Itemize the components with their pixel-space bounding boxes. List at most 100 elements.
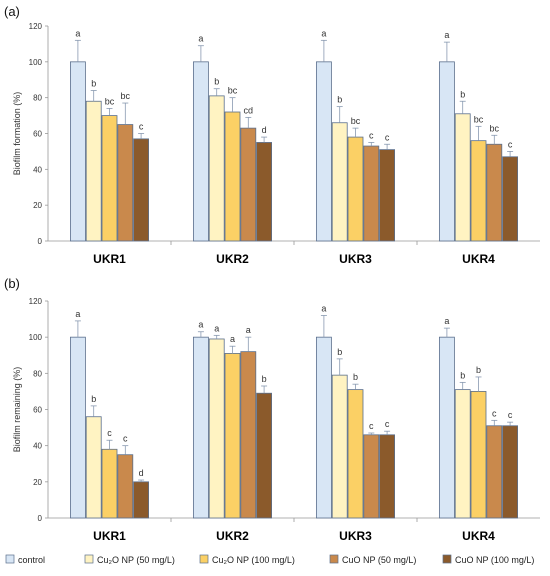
- significance-letter: c: [508, 139, 513, 149]
- bar: [117, 454, 134, 519]
- significance-letter: bc: [105, 96, 115, 106]
- bar: [454, 389, 471, 519]
- legend-label: CuO NP (50 mg/L): [342, 555, 416, 565]
- legend-swatch: [84, 554, 94, 564]
- y-tick-label: 80: [33, 94, 42, 103]
- legend-label: Cu₂O NP (50 mg/L): [97, 555, 175, 565]
- y-axis-label: Biofilm formation (%): [12, 92, 22, 176]
- significance-letter: a: [75, 309, 80, 319]
- bar: [438, 336, 455, 519]
- bar: [224, 111, 241, 242]
- legend-swatch: [5, 554, 15, 564]
- bar: [331, 122, 348, 242]
- legend: control Cu₂O NP (50 mg/L) Cu₂O NP (100 mg/…: [5, 554, 534, 565]
- bar: [240, 351, 257, 519]
- significance-letter: b: [91, 79, 96, 89]
- bar: [85, 100, 102, 242]
- bar: [315, 61, 332, 242]
- significance-letter: d: [262, 125, 267, 135]
- y-tick-label: 100: [29, 333, 43, 342]
- significance-letter: a: [198, 320, 203, 330]
- bar: [363, 434, 380, 519]
- bar: [454, 113, 471, 242]
- significance-letter: b: [476, 365, 481, 375]
- x-tick-label: UKR4: [462, 252, 495, 266]
- x-tick-label: UKR3: [339, 252, 372, 266]
- panel-a: (a) Biofilm formation (%) 0 20 40 60 80 100 120 a…: [4, 4, 540, 266]
- significance-letter: a: [198, 34, 203, 44]
- significance-letter: a: [246, 325, 251, 335]
- significance-letter: c: [385, 419, 390, 429]
- significance-letter: bc: [121, 91, 131, 101]
- bar: [208, 338, 225, 519]
- bar: [470, 140, 487, 242]
- panel-label: (a): [4, 4, 20, 19]
- bar: [347, 136, 364, 242]
- y-tick-label: 0: [38, 514, 43, 523]
- significance-letter: b: [214, 77, 219, 87]
- x-tick-label: UKR2: [216, 529, 249, 543]
- bar: [379, 149, 396, 242]
- bar: [256, 392, 273, 519]
- bar: [101, 448, 118, 519]
- bar: [486, 425, 503, 519]
- significance-letter: c: [508, 410, 513, 420]
- significance-letter: b: [353, 372, 358, 382]
- significance-letter: b: [460, 89, 465, 99]
- bar: [470, 391, 487, 519]
- bar: [208, 95, 225, 242]
- x-tick-label: UKR3: [339, 529, 372, 543]
- bar: [256, 142, 273, 242]
- y-tick-label: 80: [33, 369, 42, 378]
- significance-letter: c: [107, 428, 112, 438]
- significance-letter: a: [214, 323, 219, 333]
- bar: [240, 127, 257, 242]
- y-tick-label: 0: [38, 237, 43, 246]
- x-tick-label: UKR2: [216, 252, 249, 266]
- panel-label: (b): [4, 276, 20, 291]
- bar: [101, 115, 118, 242]
- y-tick-label: 40: [33, 165, 42, 174]
- y-tick-label: 120: [29, 297, 43, 306]
- legend-label: control: [18, 555, 45, 565]
- bar: [347, 389, 364, 519]
- bar: [502, 156, 519, 242]
- bar: [133, 138, 150, 242]
- legend-swatch: [199, 554, 209, 564]
- significance-letter: bc: [351, 116, 361, 126]
- bar: [117, 124, 134, 242]
- legend-swatch: [442, 554, 452, 564]
- bar: [192, 61, 209, 242]
- panel-b: (b) Biofilm remaining (%) 0 20 40 60 80 100 120 a…: [4, 276, 540, 543]
- significance-letter: bc: [490, 123, 500, 133]
- bar: [192, 336, 209, 519]
- significance-letter: cd: [244, 105, 254, 115]
- x-tick-label: UKR1: [93, 252, 126, 266]
- significance-letter: bc: [228, 86, 238, 96]
- x-tick-label: UKR1: [93, 529, 126, 543]
- x-tick-label: UKR4: [462, 529, 495, 543]
- significance-letter: a: [75, 28, 80, 38]
- legend-label: CuO NP (100 mg/L): [455, 555, 534, 565]
- significance-letter: a: [230, 334, 235, 344]
- bar: [379, 434, 396, 519]
- significance-letter: c: [123, 434, 128, 444]
- significance-letter: b: [337, 347, 342, 357]
- bar: [70, 61, 86, 242]
- y-tick-label: 60: [33, 406, 42, 415]
- significance-letter: d: [139, 468, 144, 478]
- bar: [315, 336, 332, 519]
- bar: [502, 425, 519, 519]
- y-tick-label: 20: [33, 478, 42, 487]
- significance-letter: c: [369, 421, 374, 431]
- bar: [486, 143, 503, 242]
- bar: [85, 416, 102, 519]
- legend-swatch: [329, 554, 339, 564]
- significance-letter: b: [337, 95, 342, 105]
- significance-letter: a: [444, 316, 449, 326]
- y-tick-label: 120: [29, 22, 43, 31]
- y-axis-label: Biofilm remaining (%): [12, 367, 22, 453]
- bar: [133, 481, 150, 519]
